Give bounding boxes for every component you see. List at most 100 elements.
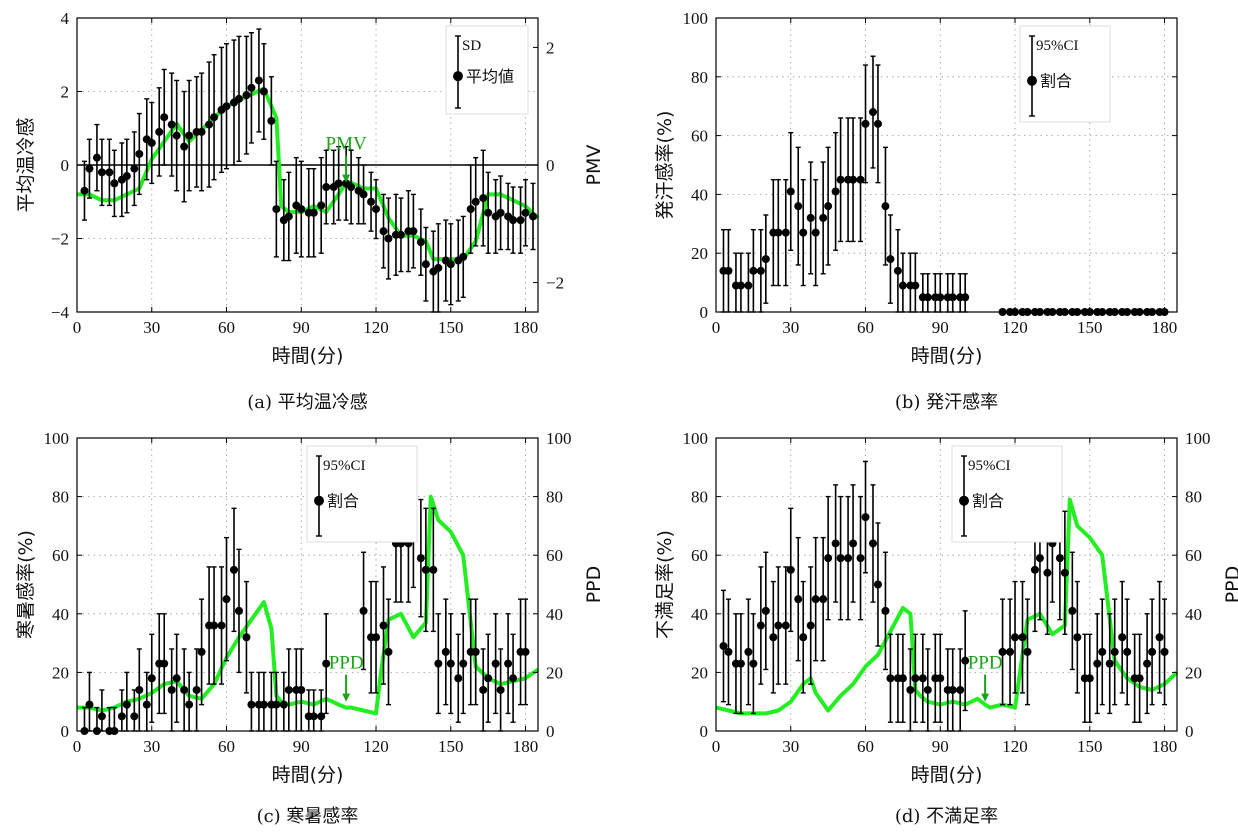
data-point: [479, 194, 488, 203]
data-point: [322, 659, 331, 668]
annotation-label: PPD: [329, 653, 364, 674]
data-point: [861, 119, 870, 128]
data-point: [906, 685, 915, 694]
y-right-tick-label: 2: [546, 38, 555, 57]
data-point: [873, 119, 882, 128]
chart-caption: (a) 平均温冷感: [247, 392, 368, 413]
data-point: [736, 659, 745, 668]
data-point: [309, 712, 318, 721]
data-point: [1023, 647, 1032, 656]
x-tick-label: 90: [932, 318, 949, 337]
x-tick-label: 30: [143, 318, 160, 337]
data-point: [496, 208, 505, 217]
data-point: [85, 164, 94, 173]
data-point: [1135, 674, 1144, 683]
x-tick-label: 150: [438, 318, 464, 337]
legend-point-label: 割合: [327, 492, 359, 511]
data-point: [409, 227, 418, 236]
y-tick-label: 0: [61, 156, 70, 175]
data-point: [831, 187, 840, 196]
legend-box: [445, 25, 529, 115]
x-tick-label: 120: [363, 737, 389, 756]
data-point: [881, 606, 890, 615]
y-tick-label: 60: [691, 127, 708, 146]
y-right-axis-label: PPD: [1222, 566, 1238, 604]
data-point: [421, 260, 430, 269]
data-point: [521, 647, 530, 656]
x-tick-label: 60: [857, 737, 874, 756]
data-point: [794, 595, 803, 604]
x-tick-label: 120: [1002, 318, 1028, 337]
x-axis-label: 時間(分): [911, 764, 983, 786]
annotation-arrow-head: [342, 174, 351, 183]
data-point: [1148, 647, 1157, 656]
data-point: [160, 113, 169, 122]
data-point: [504, 659, 513, 668]
data-point: [167, 685, 176, 694]
data-point: [147, 138, 156, 147]
y-tick-label: 20: [691, 663, 708, 682]
x-tick-label: 30: [782, 318, 799, 337]
data-point: [781, 228, 790, 237]
y-right-tick-label: 0: [546, 156, 555, 175]
data-point: [799, 633, 808, 642]
data-point: [147, 674, 156, 683]
x-tick-label: 180: [513, 318, 539, 337]
y-tick-label: 20: [52, 663, 69, 682]
data-point: [918, 674, 927, 683]
legend-point-label: 平均値: [466, 67, 514, 86]
x-tick-label: 0: [712, 737, 721, 756]
data-point: [811, 228, 820, 237]
y-tick-label: 100: [683, 9, 709, 28]
data-point: [819, 213, 828, 222]
data-point: [309, 208, 318, 217]
data-point: [936, 293, 945, 302]
data-point: [334, 179, 343, 188]
data-point: [272, 205, 281, 214]
data-point: [284, 685, 293, 694]
data-point: [135, 685, 144, 694]
data-point: [396, 230, 405, 239]
data-point: [471, 197, 480, 206]
data-point: [466, 205, 475, 214]
data-point: [1110, 647, 1119, 656]
x-tick-label: 30: [143, 737, 160, 756]
data-point: [856, 554, 865, 563]
x-tick-label: 180: [513, 737, 539, 756]
data-point: [868, 108, 877, 117]
data-point: [142, 700, 151, 709]
x-tick-label: 60: [857, 318, 874, 337]
x-tick-label: 150: [1077, 318, 1103, 337]
data-point: [434, 659, 443, 668]
data-point: [756, 266, 765, 275]
data-point: [761, 255, 770, 264]
data-point: [484, 674, 493, 683]
data-point: [836, 175, 845, 184]
x-axis-label: 時間(分): [272, 764, 344, 786]
data-point: [367, 197, 376, 206]
legend: 95%CI 割合: [951, 445, 1063, 543]
chart-caption: (b) 発汗感率: [895, 392, 998, 413]
data-point: [756, 621, 765, 630]
y-tick-label: 80: [691, 488, 708, 507]
legend: 95%CI 割合: [306, 445, 418, 543]
data-point: [1006, 647, 1015, 656]
data-point: [117, 712, 126, 721]
data-point: [774, 228, 783, 237]
x-tick-label: 90: [932, 737, 949, 756]
data-point: [516, 216, 525, 225]
y-tick-label: 80: [691, 68, 708, 87]
x-tick-label: 180: [1152, 737, 1178, 756]
data-point: [749, 659, 758, 668]
y-axis-label: 不満足率(%): [654, 530, 676, 639]
data-point: [242, 633, 251, 642]
data-point: [130, 164, 139, 173]
legend-box: [306, 445, 418, 543]
data-point: [205, 120, 214, 129]
data-point: [484, 208, 493, 217]
annotation-pmv: PMV: [326, 134, 367, 183]
data-point: [167, 120, 176, 129]
data-point: [736, 281, 745, 290]
legend: SD 平均値: [445, 25, 529, 115]
data-point: [1011, 633, 1020, 642]
